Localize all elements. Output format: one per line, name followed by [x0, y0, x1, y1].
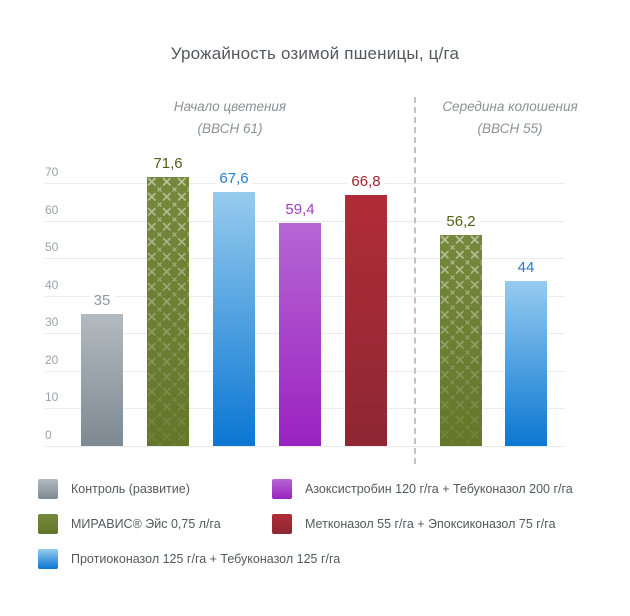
legend-color-swatch: [38, 514, 58, 534]
y-axis-tick-label: 60: [45, 202, 59, 217]
legend-item: МИРАВИС® Эйс 0,75 л/га: [38, 514, 272, 534]
legend-color-swatch: [38, 549, 58, 569]
legend-item-label: Азоксистробин 120 г/га + Тебуконазол 200…: [305, 482, 573, 496]
legend-color-swatch: [272, 479, 292, 499]
y-axis-tick-label: 30: [45, 315, 59, 330]
bar-value-label: 67,6: [215, 170, 253, 188]
bar-red-group0: [345, 195, 387, 446]
legend-item: Азоксистробин 120 г/га + Тебуконазол 200…: [272, 479, 573, 499]
legend-color-swatch: [272, 514, 292, 534]
group-header-flowering-start: Начало цветения (ВВСН 61): [45, 96, 415, 140]
y-axis-tick-label: 0: [45, 428, 52, 442]
y-axis-tick-label: 70: [45, 165, 59, 179]
bar-green-group1: [440, 235, 482, 446]
y-axis-tick-label: 20: [45, 352, 59, 367]
bar-value-label: 59,4: [281, 201, 319, 219]
legend-item: Протиоконазол 125 г/га + Тебуконазол 125…: [38, 549, 340, 569]
gridline-y0: [45, 446, 565, 447]
legend-item-label: Протиоконазол 125 г/га + Тебуконазол 125…: [71, 552, 341, 566]
group-header-heading-middle-line1: Середина колошения: [442, 99, 578, 114]
bar-green-group0: [147, 177, 189, 446]
legend-color-swatch: [38, 479, 58, 499]
bar-value-label: 44: [513, 259, 539, 277]
bar-blue-group1: [505, 281, 547, 446]
gridline-y60: [45, 220, 565, 222]
bar-value-label: 35: [89, 292, 115, 310]
y-axis-tick-label: 50: [45, 240, 59, 255]
legend-item-label: МИРАВИС® Эйс 0,75 л/га: [71, 517, 221, 531]
bar-value-label: 71,6: [149, 155, 187, 173]
group-header-flowering-start-line2: (ВВСН 61): [197, 121, 263, 136]
crosshatch-pattern: [147, 177, 189, 446]
legend-item-label: Контроль (развитие): [71, 482, 190, 496]
group-header-heading-middle-line2: (ВВСН 55): [477, 121, 543, 136]
y-axis-tick-label: 10: [45, 390, 59, 405]
legend-item: Контроль (развитие): [38, 479, 272, 499]
bar-gray-group0: [81, 314, 123, 446]
gridline-y70: [45, 183, 565, 184]
bar-purple-group0: [279, 223, 321, 446]
crosshatch-pattern: [440, 235, 482, 446]
legend-item: Метконазол 55 г/га + Эпоксиконазол 75 г/…: [272, 514, 573, 534]
section-divider-dashed-line: [414, 97, 416, 464]
bar-value-label: 56,2: [442, 213, 480, 231]
bar-blue-group0: [213, 192, 255, 446]
y-axis-tick-label: 40: [45, 277, 59, 292]
chart-title: Урожайность озимой пшеницы, ц/га: [170, 44, 460, 63]
bar-value-label: 66,8: [347, 173, 385, 191]
group-header-flowering-start-line1: Начало цветения: [173, 99, 287, 114]
legend: Контроль (развитие) МИРАВИС® Эйс 0,75 л/г…: [38, 479, 573, 569]
legend-item-label: Метконазол 55 г/га + Эпоксиконазол 75 г/…: [305, 517, 556, 531]
group-header-heading-middle: Середина колошения (ВВСН 55): [415, 96, 605, 140]
